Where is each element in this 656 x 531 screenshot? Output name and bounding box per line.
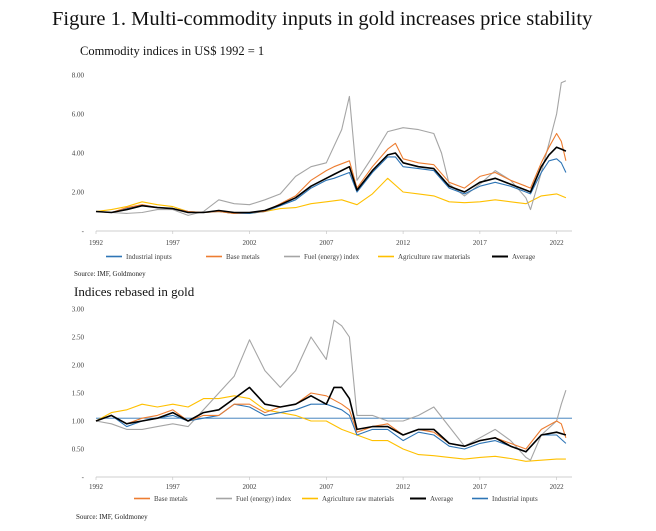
chart2-series-industrial [95,403,567,453]
chart1-ytick-label: - [82,228,85,236]
chart1-ytick-label: 2.00 [72,189,85,197]
chart1-legend-label-agri: Agriculture raw materials [398,253,470,261]
chart2-legend-label-base: Base metals [154,495,188,503]
chart1-title: Commodity indices in US$ 1992 = 1 [80,44,265,58]
chart1-legend-label-base: Base metals [226,253,260,261]
chart2-xtick-label: 2002 [243,483,258,491]
chart1-ytick-label: 6.00 [72,111,85,119]
chart2-ytick-label: 2.50 [72,334,85,342]
chart1-legend-label-industrial: Industrial inputs [126,253,172,261]
chart2-xtick-label: 1997 [166,483,181,491]
chart1-xtick-label: 1992 [89,239,104,247]
chart2-series-average [95,386,567,453]
chart2-xtick-label: 1992 [89,483,104,491]
chart1-legend-label-average: Average [512,253,535,261]
chart2-legend-label-agri: Agriculture raw materials [322,495,394,503]
chart2-xtick-label: 2012 [396,483,411,491]
chart2-ytick-label: - [82,474,85,482]
chart1-ytick-label: 8.00 [72,72,85,80]
chart2-xtick-label: 2017 [473,483,488,491]
chart2-legend-label-fuel: Fuel (energy) index [236,495,292,503]
chart2-ytick-label: 3.00 [72,306,85,314]
chart1-xtick-label: 2012 [396,239,411,247]
chart1-series-fuel [95,80,567,216]
chart1-series-agri [95,177,567,214]
chart1-legend-label-fuel: Fuel (energy) index [304,253,360,261]
chart1-xtick-label: 1997 [166,239,181,247]
chart2-source: Source: IMF, Goldmoney [76,513,148,521]
chart1-xtick-label: 2022 [550,239,565,247]
chart2-series-base [95,392,567,450]
chart2-ytick-label: 2.00 [72,362,85,370]
chart2-xtick-label: 2022 [550,483,565,491]
figure-title: Figure 1. Multi-commodity inputs in gold… [52,8,593,30]
chart2-xtick-label: 2007 [319,483,334,491]
chart1-xtick-label: 2002 [243,239,258,247]
chart2-series-fuel [95,319,567,461]
chart2-ytick-label: 1.50 [72,390,85,398]
chart2-ytick-label: 0.50 [72,446,85,454]
chart2-ytick-label: 1.00 [72,418,85,426]
chart2-legend-label-average: Average [430,495,453,503]
chart1-xtick-label: 2007 [319,239,334,247]
chart2-legend-label-industrial: Industrial inputs [492,495,538,503]
chart1-xtick-label: 2017 [473,239,488,247]
chart2-series-agri [95,395,566,462]
chart2-title: Indices rebased in gold [74,284,195,299]
chart1-ytick-label: 4.00 [72,150,85,158]
chart1-source: Source: IMF, Goldmoney [74,270,146,278]
chart1-series-average [95,146,567,214]
